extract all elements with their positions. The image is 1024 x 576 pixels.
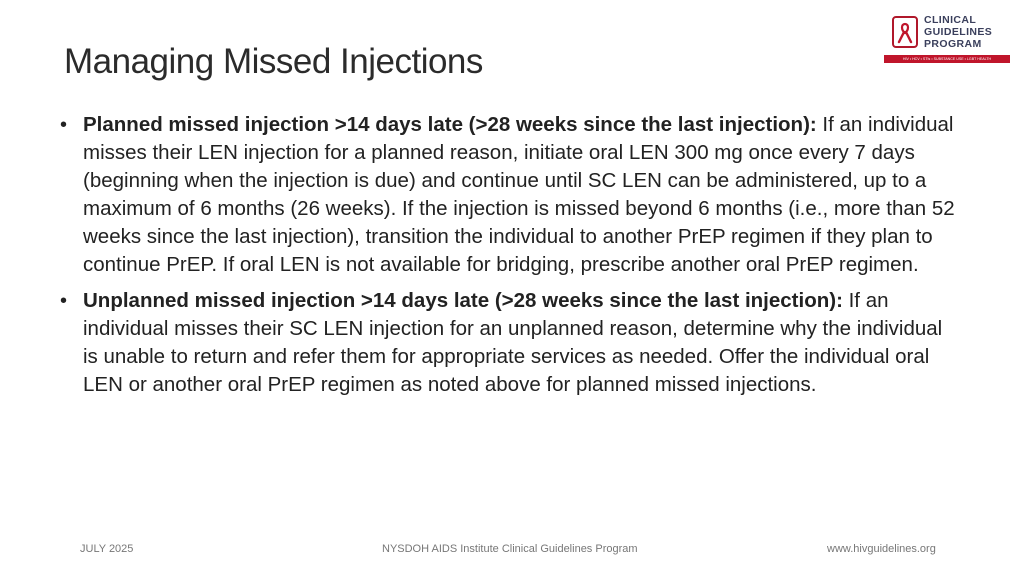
footer-date: JULY 2025 [80,543,134,555]
list-item: • Unplanned missed injection >14 days la… [60,287,960,399]
bullet-dot-icon: • [60,114,68,136]
bullet-lead: Planned missed injection >14 days late (… [83,113,817,136]
list-item: • Planned missed injection >14 days late… [60,111,960,279]
ribbon-icon [892,16,918,48]
logo-line: PROGRAM [924,38,982,50]
footer-url: www.hivguidelines.org [827,543,936,555]
logo-line: CLINICAL [924,14,977,26]
logo-tagline-band: HIV • HCV • STIs • SUBSTANCE USE • LGBT … [884,55,1010,63]
slide-title: Managing Missed Injections [64,42,483,81]
footer-organization: NYSDOH AIDS Institute Clinical Guideline… [382,543,638,555]
clinical-guidelines-program-logo: CLINICAL GUIDELINES PROGRAM HIV • HCV • … [884,14,1010,66]
bullet-text: If an individual misses their LEN inject… [83,113,955,276]
bullet-list: • Planned missed injection >14 days late… [60,111,960,407]
logo-line: GUIDELINES [924,26,993,38]
bullet-lead: Unplanned missed injection >14 days late… [83,289,843,312]
bullet-text: If an individual misses their SC LEN inj… [83,289,943,396]
logo-wordmark: CLINICAL GUIDELINES PROGRAM [924,14,992,50]
bullet-dot-icon: • [60,290,68,312]
